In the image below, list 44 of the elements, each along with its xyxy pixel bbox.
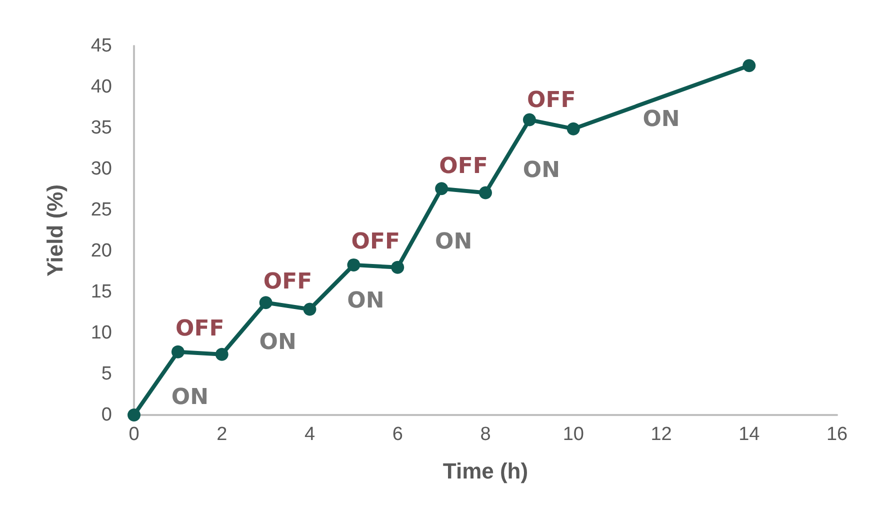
x-tick-label: 6 bbox=[392, 424, 403, 445]
y-tick-label: 35 bbox=[90, 118, 112, 138]
annotation: OFF bbox=[351, 230, 400, 255]
y-tick-label: 10 bbox=[90, 322, 112, 344]
y-tick-label: 30 bbox=[90, 158, 112, 180]
point bbox=[435, 182, 448, 196]
point bbox=[479, 186, 492, 200]
y-tick-label: 0 bbox=[101, 404, 112, 426]
annotation: ON bbox=[522, 158, 560, 183]
y-tick-label: 25 bbox=[90, 200, 112, 220]
y-tick-label: 40 bbox=[90, 76, 112, 98]
x-axis-title: Time (h) bbox=[442, 458, 528, 484]
point bbox=[391, 260, 404, 274]
point bbox=[347, 258, 360, 272]
y-tick-label: 20 bbox=[90, 240, 112, 262]
x-tick-label: 0 bbox=[128, 424, 140, 445]
annotation: OFF bbox=[263, 269, 312, 294]
x-tick-label: 14 bbox=[738, 424, 760, 445]
annotation: ON bbox=[171, 384, 209, 410]
point bbox=[566, 122, 580, 136]
y-tick-label: 45 bbox=[90, 36, 112, 56]
annotation: OFF bbox=[439, 154, 488, 180]
x-tick-label: 4 bbox=[304, 424, 316, 445]
annotation: ON bbox=[259, 330, 296, 355]
x-tick-label: 8 bbox=[480, 424, 491, 445]
y-axis-title: Yield (%) bbox=[42, 184, 68, 277]
annotation: ON bbox=[642, 106, 680, 132]
point bbox=[128, 408, 140, 422]
x-tick-label: 16 bbox=[826, 424, 848, 445]
y-tick-label: 15 bbox=[90, 282, 112, 302]
annotation: ON bbox=[347, 288, 384, 314]
x-tick-label: 12 bbox=[650, 424, 672, 445]
x-tick-label: 10 bbox=[562, 424, 584, 445]
annotation: OFF bbox=[527, 88, 576, 113]
point bbox=[259, 296, 272, 310]
x-tick-label: 2 bbox=[216, 424, 228, 445]
point bbox=[215, 348, 228, 361]
point bbox=[522, 113, 536, 126]
point bbox=[171, 345, 184, 358]
y-tick-label: 5 bbox=[101, 364, 112, 384]
point bbox=[303, 302, 316, 316]
annotation: ON bbox=[435, 230, 472, 255]
point bbox=[742, 59, 756, 72]
annotation: OFF bbox=[176, 316, 224, 342]
